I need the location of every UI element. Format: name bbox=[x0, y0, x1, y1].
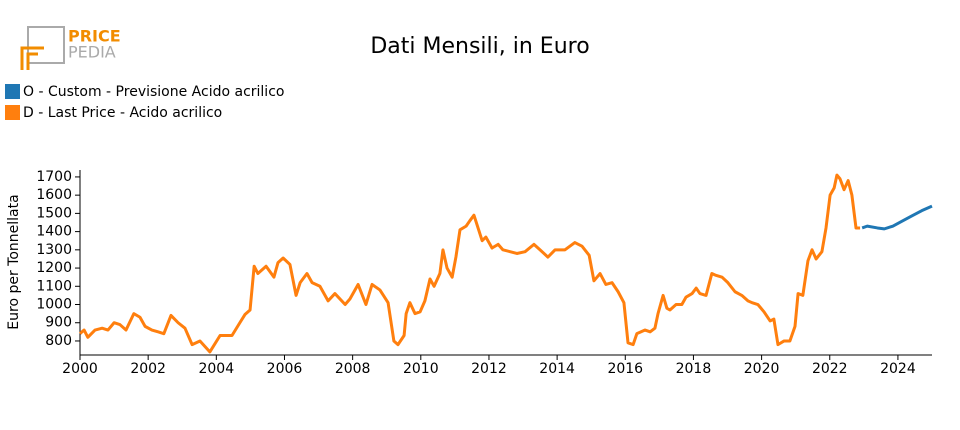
x-tick-label: 2010 bbox=[403, 361, 439, 377]
x-tick-label: 2006 bbox=[267, 361, 303, 377]
y-tick-label: 1500 bbox=[36, 205, 72, 221]
y-tick-label: 1600 bbox=[36, 187, 72, 203]
y-tick-label: 800 bbox=[45, 333, 72, 349]
legend-label: O - Custom - Previsione Acido acrilico bbox=[23, 84, 284, 100]
y-tick-label: 1200 bbox=[36, 260, 72, 276]
legend-label: D - Last Price - Acido acrilico bbox=[23, 105, 222, 121]
x-tick-label: 2004 bbox=[198, 361, 234, 377]
y-tick-label: 1300 bbox=[36, 242, 72, 258]
y-tick-label: 1400 bbox=[36, 224, 72, 240]
x-tick-label: 2016 bbox=[607, 361, 643, 377]
x-tick-label: 2020 bbox=[744, 361, 780, 377]
x-tick-label: 2012 bbox=[471, 361, 507, 377]
logo-frame bbox=[27, 26, 65, 64]
x-tick-label: 2000 bbox=[62, 361, 98, 377]
x-tick-label: 2018 bbox=[676, 361, 712, 377]
chart-title: Dati Mensili, in Euro bbox=[370, 34, 589, 59]
logo-text: PRICE bbox=[68, 27, 121, 46]
x-tick-label: 2002 bbox=[130, 361, 166, 377]
logo: PRICE PEDIA bbox=[20, 26, 121, 70]
y-tick-label: 1000 bbox=[36, 297, 72, 313]
x-tick-label: 2024 bbox=[880, 361, 916, 377]
logo-mark bbox=[20, 46, 44, 70]
data-line bbox=[79, 173, 861, 354]
x-tick-label: 2008 bbox=[335, 361, 371, 377]
data-line bbox=[861, 204, 933, 231]
legend-swatch bbox=[5, 84, 20, 99]
y-tick-label: 1100 bbox=[36, 278, 72, 294]
y-axis-label: Euro per Tonnellata bbox=[6, 194, 22, 329]
y-tick-label: 1700 bbox=[36, 169, 72, 185]
y-tick-label: 900 bbox=[45, 315, 72, 331]
legend-swatch bbox=[5, 105, 20, 120]
x-tick-label: 2022 bbox=[812, 361, 848, 377]
logo-text: PEDIA bbox=[68, 43, 116, 62]
x-tick-label: 2014 bbox=[539, 361, 575, 377]
